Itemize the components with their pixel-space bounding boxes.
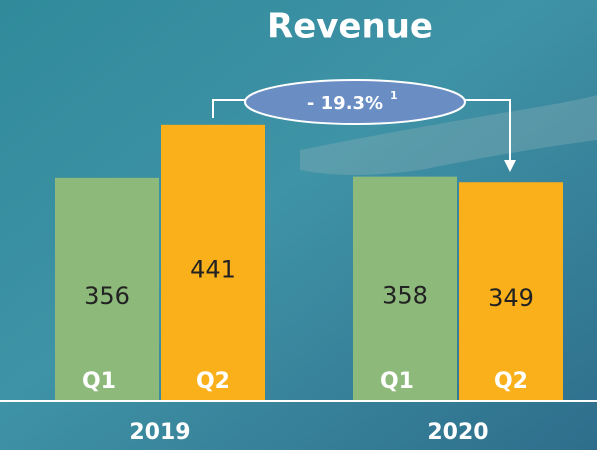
plot-area: 356 Q1 441 Q2 358 Q1 349 Q2 [55, 124, 563, 400]
series-label: Q1 [380, 369, 414, 394]
series-label: Q2 [494, 369, 528, 394]
x-tick-label: 2019 [129, 420, 190, 445]
value-label: 358 [382, 281, 428, 309]
x-tick-label: 2020 [427, 420, 488, 445]
bar [353, 176, 457, 400]
value-label: 349 [488, 284, 534, 312]
arrow-head [504, 160, 516, 172]
bar [55, 177, 159, 400]
connector-arrow [465, 99, 511, 168]
connector [212, 99, 245, 118]
bar [459, 182, 563, 400]
annotation-bubble [244, 79, 466, 125]
bar [161, 124, 265, 400]
chart-title: Revenue [267, 7, 433, 47]
value-label: 441 [190, 255, 236, 283]
value-label: 356 [84, 282, 130, 310]
annotation-footnote: 1 [390, 89, 398, 102]
background-texture [300, 95, 597, 175]
series-label: Q1 [82, 369, 116, 394]
series-label: Q2 [196, 369, 230, 394]
annotation: - 19.3% [307, 93, 383, 114]
